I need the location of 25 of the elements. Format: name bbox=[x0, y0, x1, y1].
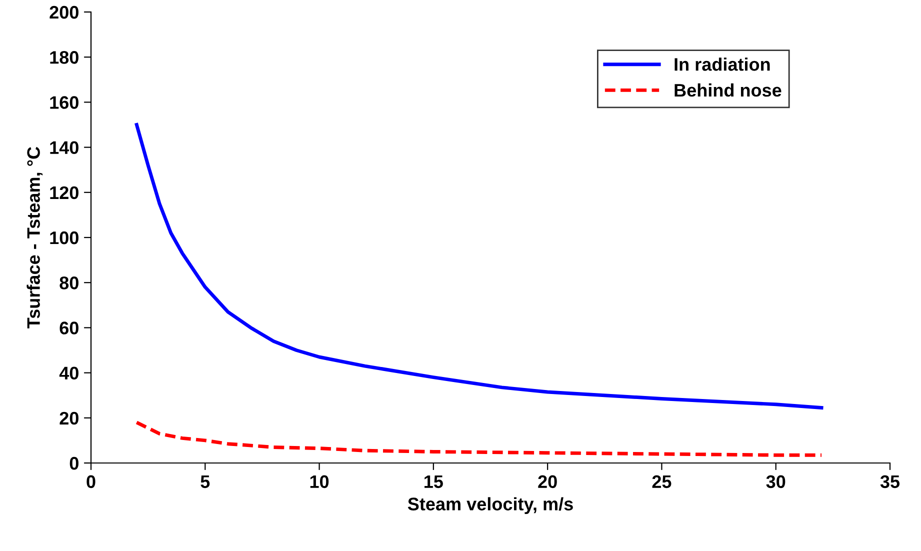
x-tick-label: 30 bbox=[766, 475, 786, 488]
legend-label: In radiation bbox=[674, 58, 770, 71]
x-tick-label: 10 bbox=[310, 475, 329, 488]
y-tick-label: 180 bbox=[50, 51, 78, 64]
x-tick-label: 20 bbox=[538, 475, 557, 488]
line-series bbox=[134, 123, 824, 410]
legend-label: Behind nose bbox=[674, 83, 782, 97]
y-tick-label: 40 bbox=[59, 366, 78, 380]
y-tick-label: 20 bbox=[60, 412, 78, 425]
y-tick-label: 0 bbox=[70, 456, 78, 470]
y-tick-label: 60 bbox=[60, 322, 78, 334]
x-tick-label: 5 bbox=[200, 475, 210, 488]
x-tick-label: 25 bbox=[652, 475, 672, 488]
y-tick-label: 140 bbox=[50, 141, 78, 154]
y-tick-label: 100 bbox=[50, 231, 78, 244]
y-tick-label: 120 bbox=[50, 186, 78, 200]
line-series bbox=[134, 420, 824, 457]
x-axis-title: Steam velocity, m/s bbox=[408, 497, 573, 514]
y-tick-label: 200 bbox=[50, 6, 78, 19]
x-tick-label: 15 bbox=[424, 475, 443, 488]
x-tick-label: 35 bbox=[880, 475, 900, 488]
y-axis-title: Tsurface - Tsteam, °C bbox=[26, 146, 43, 328]
y-tick-label: 80 bbox=[60, 276, 78, 290]
x-tick-label: 0 bbox=[86, 475, 96, 488]
y-tick-label: 160 bbox=[50, 96, 78, 109]
